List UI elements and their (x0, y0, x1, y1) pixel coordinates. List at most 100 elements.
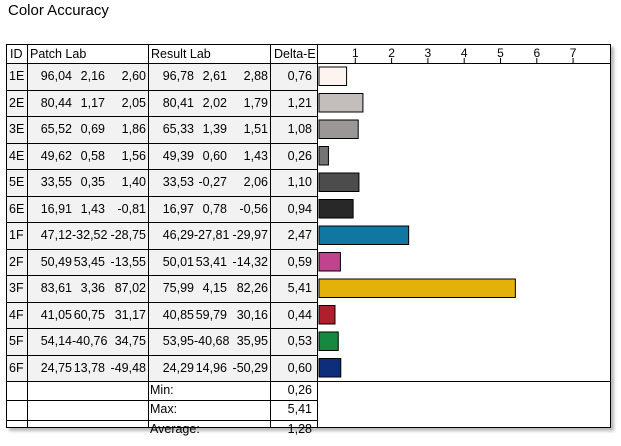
table-row (7, 195, 317, 222)
x-tick-label: 1 (352, 46, 359, 60)
patch-lab-value: -28,75 (110, 228, 146, 242)
delta-e-bar-chart: 1 2 3 4 5 6 7 (318, 46, 577, 378)
summary-label: Average: (150, 421, 200, 436)
result-lab-value: 53,41 (195, 254, 227, 269)
patch-lab-value: 1,43 (80, 201, 105, 216)
result-lab-value: 59,79 (195, 307, 227, 322)
delta-e-value: 0,60 (287, 360, 312, 375)
column-divider (270, 45, 271, 427)
patch-lab-value: 80,44 (40, 95, 72, 110)
x-tick-label: 7 (570, 46, 577, 60)
result-lab-value: 2,88 (243, 69, 268, 83)
row-id: 6F (9, 360, 24, 375)
summary-label: Min: (150, 383, 174, 397)
patch-lab-value: 65,52 (40, 122, 72, 136)
result-lab-value: 35,95 (236, 334, 268, 348)
row-divider (7, 400, 317, 402)
row-id: 1E (9, 69, 25, 83)
delta-e-value: 0,76 (287, 69, 312, 83)
patch-lab-value: 1,40 (121, 175, 146, 189)
x-tick-label: 6 (533, 46, 540, 60)
result-lab-value: 24,29 (162, 360, 194, 375)
delta-e-value: 0,44 (287, 307, 312, 322)
result-lab-value: -27,81 (194, 228, 230, 242)
bar-4F (318, 305, 336, 325)
row-divider (7, 275, 317, 276)
x-tick-label: 3 (425, 46, 432, 60)
result-lab-value: 16,97 (162, 201, 194, 216)
table-row (7, 169, 317, 196)
summary-value: 0,26 (287, 383, 312, 397)
patch-lab-value: 50,49 (40, 254, 72, 269)
bar-5E (318, 172, 360, 192)
result-lab-value: 14,96 (195, 360, 227, 375)
delta-e-value: 0,94 (287, 201, 312, 216)
summary-value: 1,28 (287, 421, 312, 436)
row-divider (7, 169, 317, 170)
row-divider (7, 222, 317, 223)
result-lab-value: 1,39 (202, 122, 227, 136)
bar-6E (318, 199, 354, 219)
result-lab-value: 53,95 (162, 334, 194, 348)
row-id: 6E (9, 201, 25, 216)
patch-lab-value: -0,81 (117, 201, 147, 216)
row-id: 5E (9, 175, 25, 189)
row-divider (7, 116, 317, 117)
header-id: ID (10, 47, 23, 61)
table-row (7, 275, 317, 302)
bar-6F (318, 358, 342, 378)
patch-lab-value: -40,76 (72, 334, 108, 348)
result-lab-value: -14,32 (232, 254, 268, 269)
patch-lab-value: 1,86 (121, 122, 146, 136)
delta-e-value: 0,59 (287, 254, 312, 269)
bar-4E (318, 146, 329, 166)
delta-e-value: 1,08 (287, 122, 312, 136)
patch-lab-value: 87,02 (114, 281, 146, 295)
result-lab-value: 46,29 (162, 228, 194, 242)
patch-lab-value: 2,05 (121, 95, 146, 110)
patch-lab-value: 0,58 (80, 148, 105, 163)
bar-2E (318, 93, 364, 113)
patch-lab-value: 2,60 (121, 69, 146, 83)
table-row (7, 328, 317, 355)
row-divider (7, 248, 317, 250)
patch-lab-value: -32,52 (72, 228, 108, 242)
bar-5F (318, 331, 339, 351)
row-id: 3F (9, 281, 24, 295)
row-divider (7, 354, 317, 356)
table-row (7, 142, 317, 169)
x-tick-label: 5 (497, 46, 504, 60)
summary-label: Max: (150, 402, 178, 417)
table-row (7, 222, 317, 249)
patch-lab-value: 83,61 (40, 281, 72, 295)
patch-lab-value: 16,91 (40, 201, 72, 216)
result-lab-value: 65,33 (162, 122, 194, 136)
bar-2F (318, 252, 341, 272)
result-lab-value: 50,01 (162, 254, 194, 269)
result-lab-value: 75,99 (162, 281, 194, 295)
row-id: 4E (9, 148, 25, 163)
result-lab-value: -0,56 (239, 201, 269, 216)
header-delta-e: Delta-E (274, 47, 316, 61)
bar-3F (318, 278, 516, 298)
patch-lab-value: 13,78 (73, 360, 105, 375)
result-lab-value: -0,27 (198, 175, 228, 189)
table-row (7, 248, 317, 275)
patch-lab-value: 33,55 (40, 175, 72, 189)
table-row (7, 63, 317, 90)
patch-lab-value: 60,75 (73, 307, 105, 322)
row-divider (7, 419, 317, 421)
column-divider (148, 45, 149, 427)
result-lab-value: 0,60 (202, 148, 227, 163)
result-lab-value: 1,51 (243, 122, 268, 136)
row-divider (7, 89, 317, 91)
result-lab-value: 1,43 (243, 148, 268, 163)
delta-e-value: 5,41 (287, 281, 312, 295)
result-lab-value: 40,85 (162, 307, 194, 322)
result-lab-value: 4,15 (202, 281, 227, 295)
patch-lab-value: 34,75 (114, 334, 146, 348)
row-id: 5F (9, 334, 24, 348)
patch-lab-value: 49,62 (40, 148, 72, 163)
result-lab-value: 80,41 (162, 95, 194, 110)
patch-lab-value: 0,35 (80, 175, 105, 189)
